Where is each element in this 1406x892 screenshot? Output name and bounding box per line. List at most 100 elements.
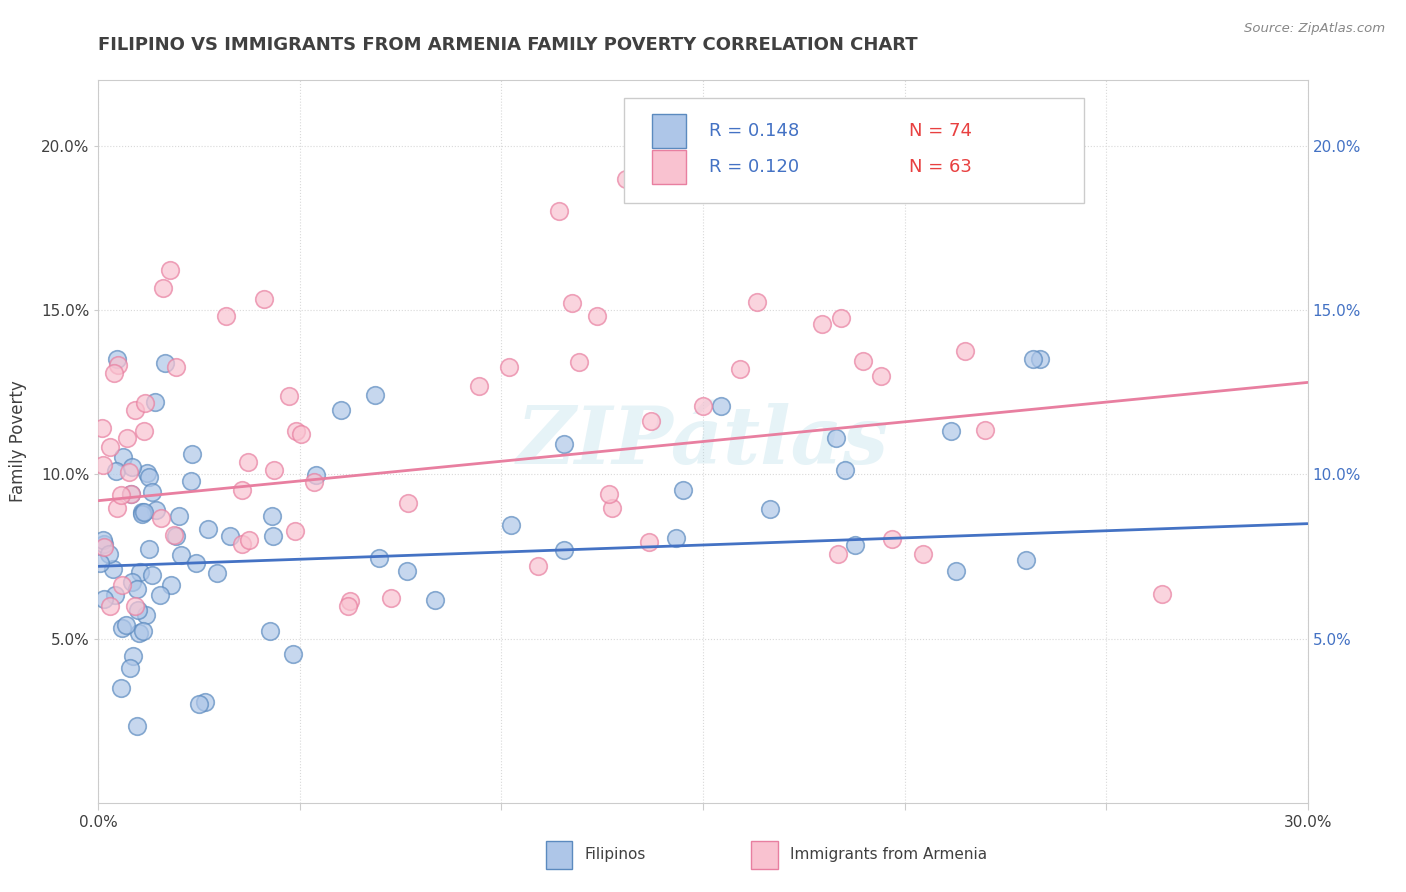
Point xyxy=(101,562,124,576)
Point xyxy=(367,551,389,566)
Text: N = 63: N = 63 xyxy=(908,158,972,176)
Point xyxy=(830,311,852,326)
Point xyxy=(637,535,659,549)
Point xyxy=(364,387,387,401)
Point xyxy=(498,359,520,374)
Text: Immigrants from Armenia: Immigrants from Armenia xyxy=(790,847,987,863)
Point xyxy=(129,565,152,579)
Point xyxy=(91,420,114,434)
Point xyxy=(527,559,550,574)
Point xyxy=(824,432,846,446)
Point xyxy=(330,403,353,417)
Point xyxy=(124,402,146,417)
Point xyxy=(253,292,276,306)
Point xyxy=(104,464,127,478)
Point xyxy=(339,594,361,608)
Point xyxy=(107,358,129,372)
Point xyxy=(165,529,187,543)
Point xyxy=(138,469,160,483)
Point xyxy=(131,507,153,521)
Point xyxy=(561,296,583,310)
Point xyxy=(120,486,142,500)
Point xyxy=(124,599,146,613)
Point xyxy=(939,424,962,438)
Point xyxy=(150,510,173,524)
Point xyxy=(134,396,156,410)
Point xyxy=(180,474,202,488)
Point xyxy=(710,399,733,413)
Point xyxy=(118,465,141,479)
Point xyxy=(93,591,115,606)
Point xyxy=(728,362,751,376)
Point xyxy=(152,281,174,295)
Point xyxy=(852,354,875,368)
Point xyxy=(238,533,260,547)
Point xyxy=(194,695,217,709)
Point xyxy=(811,317,834,331)
Point xyxy=(548,203,571,218)
Point xyxy=(121,460,143,475)
Point xyxy=(259,624,281,639)
Point xyxy=(1029,352,1052,367)
Point xyxy=(91,458,114,472)
Point xyxy=(111,621,134,635)
Point xyxy=(231,483,253,497)
Point xyxy=(953,343,976,358)
Point xyxy=(165,360,187,375)
Point xyxy=(141,484,163,499)
Y-axis label: Family Poverty: Family Poverty xyxy=(8,381,27,502)
FancyBboxPatch shape xyxy=(652,113,686,148)
Point xyxy=(128,626,150,640)
Point xyxy=(159,263,181,277)
Point xyxy=(236,455,259,469)
Text: ZIPátlas: ZIPátlas xyxy=(517,403,889,480)
Point xyxy=(1015,553,1038,567)
Point xyxy=(167,508,190,523)
Point xyxy=(305,467,328,482)
Point xyxy=(1152,587,1174,601)
Text: N = 74: N = 74 xyxy=(908,122,972,140)
Point xyxy=(131,504,153,518)
Point xyxy=(118,661,141,675)
Point xyxy=(215,309,238,323)
Point xyxy=(870,369,893,384)
Point xyxy=(396,496,419,510)
Text: Filipinos: Filipinos xyxy=(585,847,645,863)
FancyBboxPatch shape xyxy=(624,98,1084,203)
Text: Source: ZipAtlas.com: Source: ZipAtlas.com xyxy=(1244,22,1385,36)
Point xyxy=(262,509,284,524)
Point xyxy=(882,532,904,546)
FancyBboxPatch shape xyxy=(652,150,686,185)
Point xyxy=(122,649,145,664)
Point xyxy=(665,531,688,545)
Point xyxy=(586,309,609,323)
Point xyxy=(974,423,997,437)
Point xyxy=(134,607,156,622)
Point xyxy=(163,528,186,542)
Point xyxy=(302,475,325,490)
Point xyxy=(170,549,193,563)
Point xyxy=(188,697,211,711)
Point xyxy=(143,395,166,409)
Point xyxy=(98,599,121,613)
Point xyxy=(104,588,127,602)
Point xyxy=(93,533,115,547)
Point xyxy=(132,425,155,439)
Point xyxy=(912,547,935,561)
Point xyxy=(141,568,163,582)
Point xyxy=(103,366,125,380)
Point xyxy=(125,582,148,597)
Point xyxy=(553,542,575,557)
Point xyxy=(160,578,183,592)
Point xyxy=(121,487,143,501)
Point xyxy=(112,450,135,465)
Point xyxy=(553,437,575,451)
Point xyxy=(114,617,136,632)
Point xyxy=(105,500,128,515)
Point xyxy=(110,681,132,696)
Point xyxy=(285,424,308,438)
Point xyxy=(186,557,208,571)
FancyBboxPatch shape xyxy=(751,841,778,869)
Point xyxy=(145,503,167,517)
Point xyxy=(499,517,522,532)
